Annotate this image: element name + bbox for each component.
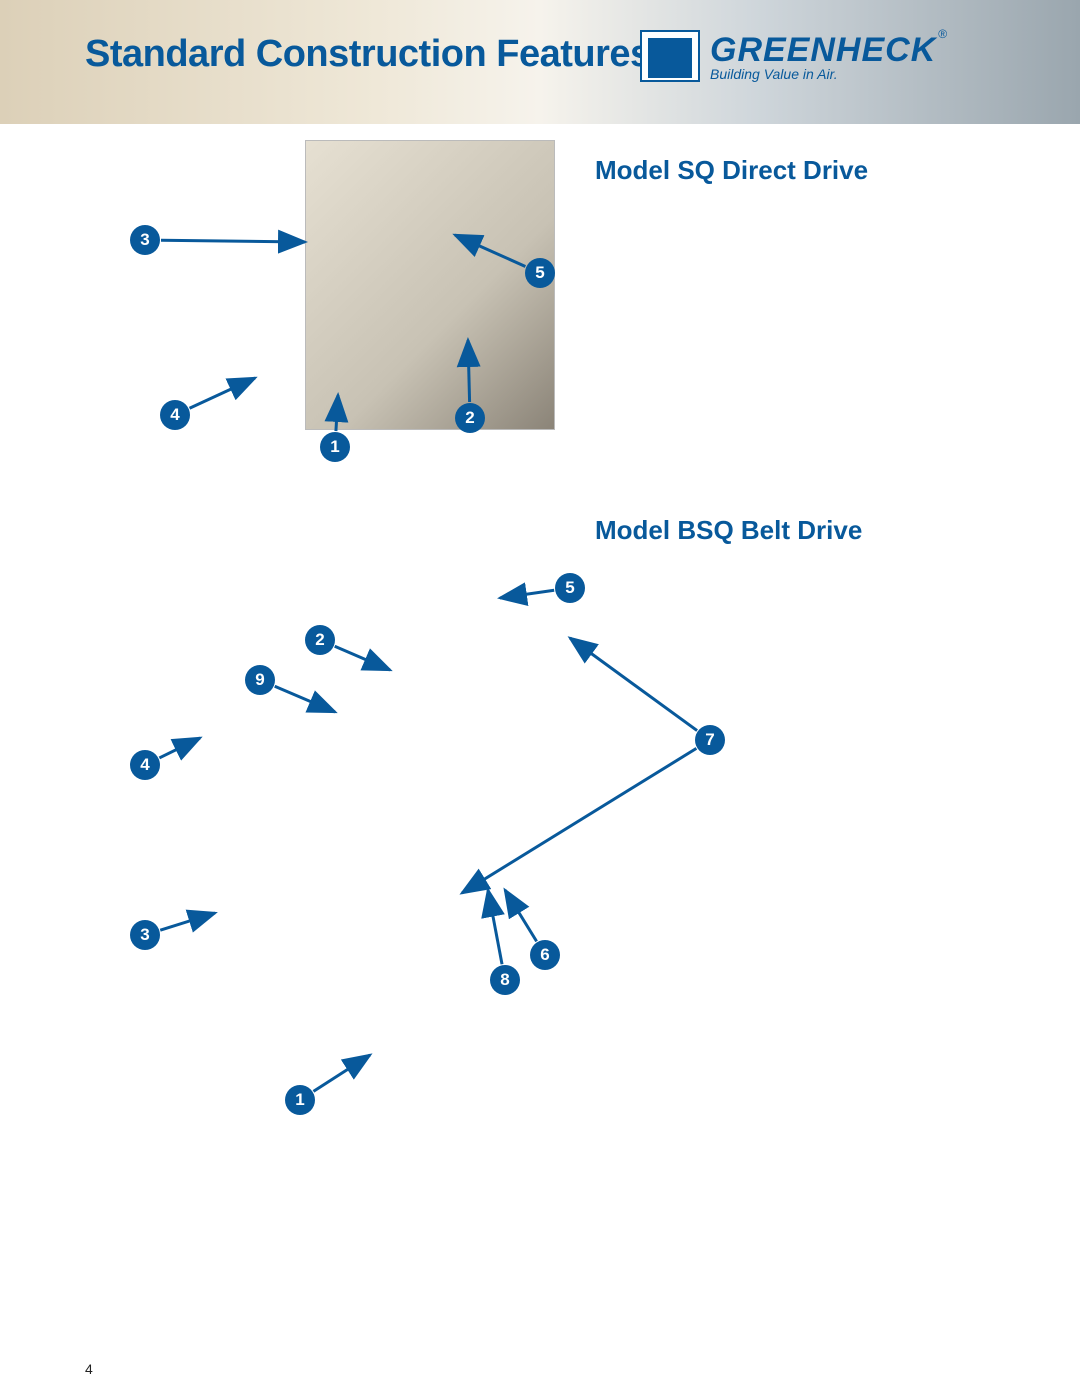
product-image-sq	[305, 140, 555, 430]
callout-4: 4	[130, 750, 160, 780]
callout-2: 2	[305, 625, 335, 655]
callout-2: 2	[455, 403, 485, 433]
callout-6: 6	[530, 940, 560, 970]
subtitle-bsq: Model BSQ Belt Drive	[595, 515, 862, 546]
callout-1: 1	[320, 432, 350, 462]
brand-logo-icon	[640, 30, 700, 82]
callout-3: 3	[130, 225, 160, 255]
page-number: 4	[85, 1361, 93, 1377]
callout-5: 5	[555, 573, 585, 603]
callout-1: 1	[285, 1085, 315, 1115]
callout-5: 5	[525, 258, 555, 288]
callout-4: 4	[160, 400, 190, 430]
callout-9: 9	[245, 665, 275, 695]
callout-8: 8	[490, 965, 520, 995]
brand-reg-mark: ®	[938, 27, 947, 41]
page-title: Standard Construction Features	[85, 33, 651, 76]
page-root: Standard Construction Features GREENHECK…	[0, 0, 1080, 1397]
brand-text: GREENHECK® Building Value in Air.	[710, 31, 945, 82]
subtitle-sq: Model SQ Direct Drive	[595, 155, 868, 186]
brand-name: GREENHECK	[710, 31, 936, 69]
callout-7: 7	[695, 725, 725, 755]
brand-block: GREENHECK® Building Value in Air.	[640, 30, 945, 82]
callout-3: 3	[130, 920, 160, 950]
